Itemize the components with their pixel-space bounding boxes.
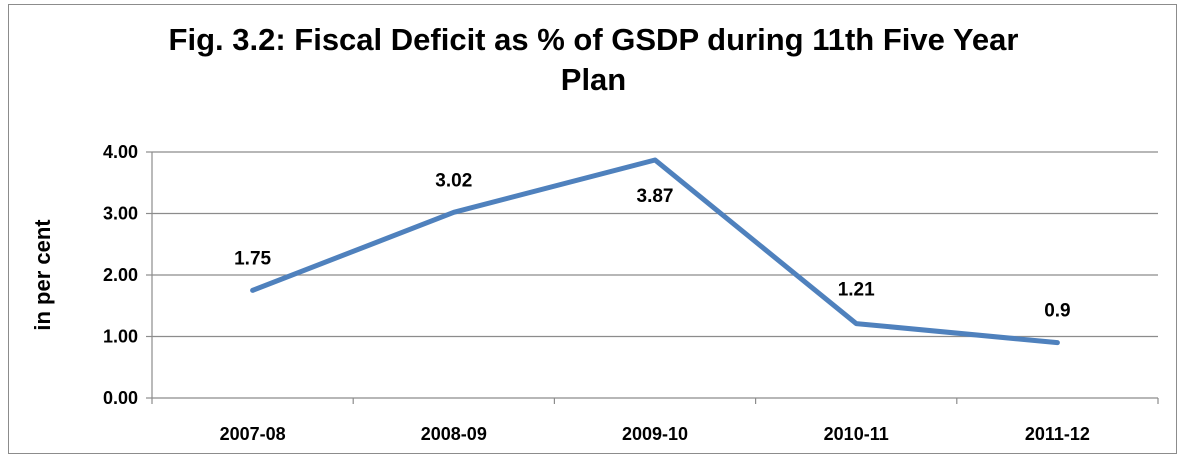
data-label: 1.75 [234, 248, 271, 269]
y-tick-label: 4.00 [103, 142, 138, 162]
y-tick-label: 2.00 [103, 265, 138, 285]
y-axis-title: in per cent [30, 219, 55, 331]
x-tick-label: 2010-11 [824, 424, 889, 444]
data-label: 3.87 [637, 186, 674, 207]
x-tick-label: 2007-08 [220, 424, 286, 444]
y-tick-label: 3.00 [103, 204, 138, 224]
x-tick-label: 2008-09 [421, 424, 487, 444]
y-tick-label: 0.00 [103, 388, 138, 408]
chart-frame [8, 4, 1177, 454]
chart-title: Fig. 3.2: Fiscal Deficit as % of GSDP du… [168, 22, 1019, 97]
y-tick-label: 1.00 [103, 327, 138, 347]
x-tick-label: 2009-10 [622, 424, 688, 444]
data-label: 3.02 [435, 170, 472, 191]
x-tick-label: 2011-12 [1025, 424, 1090, 444]
data-label: 0.9 [1044, 301, 1070, 322]
data-label: 1.21 [838, 280, 875, 301]
